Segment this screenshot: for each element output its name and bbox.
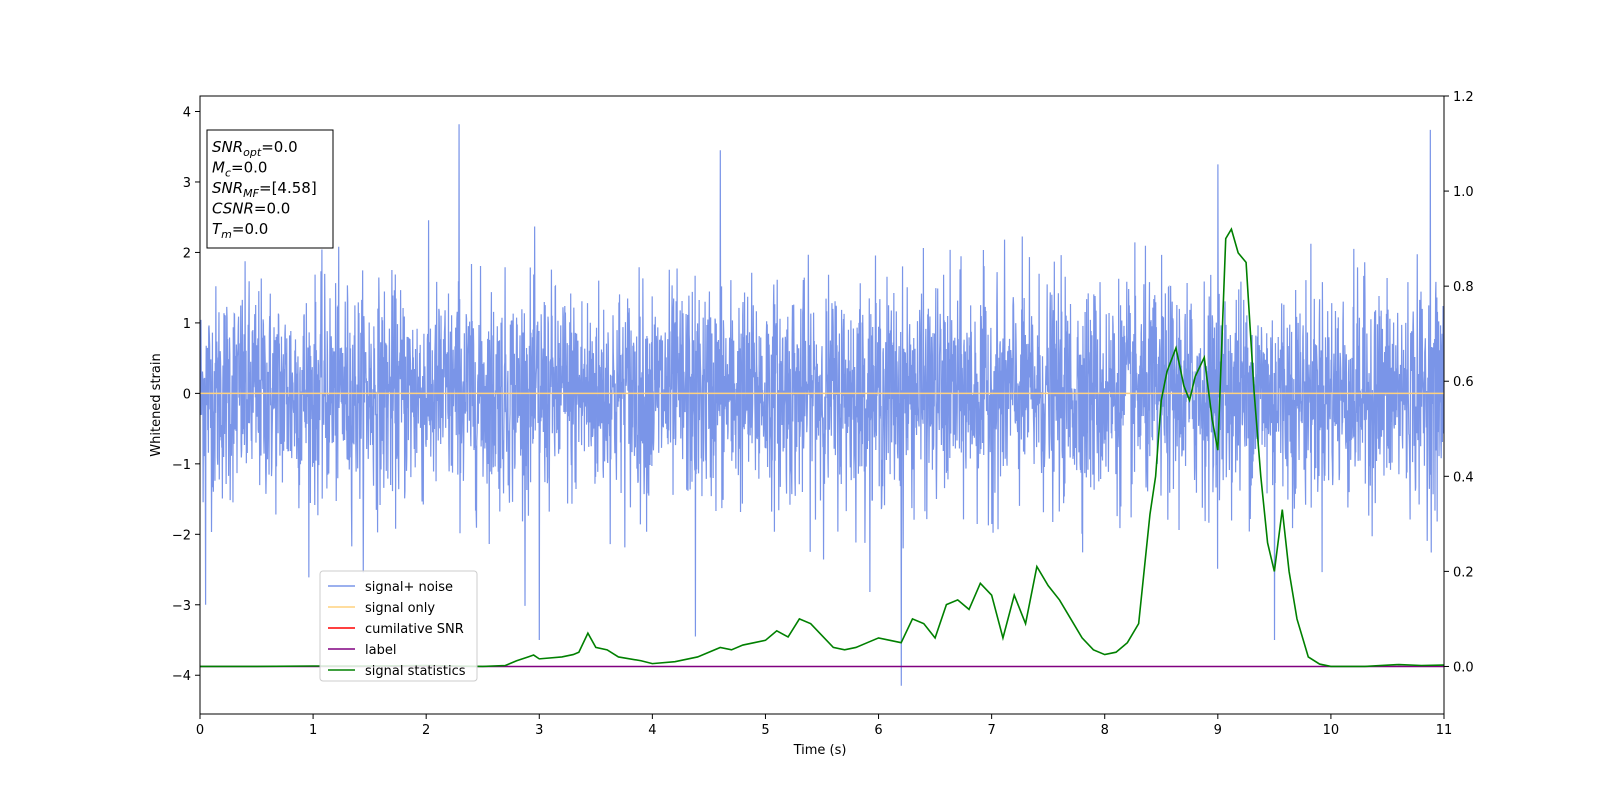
annotation-symbol: CSNR [212, 200, 254, 218]
series-signal-plus-noise [200, 124, 1444, 686]
y-left-tick-label: 1 [183, 317, 191, 332]
x-tick-label: 5 [761, 723, 769, 738]
legend-label: label [365, 643, 396, 658]
annotation-symbol: SNR [212, 138, 243, 156]
annotation-value: =0.0 [231, 159, 267, 177]
y-left-tick-label: −1 [172, 458, 191, 473]
legend-frame [319, 570, 478, 682]
annotation-box: SNRopt=0.0Mc=0.0SNRMF=[4.58]CSNR=0.0Tm=0… [206, 129, 334, 249]
annotation-subscript: m [221, 228, 232, 241]
x-tick-label: 3 [535, 723, 543, 738]
x-tick-label: 6 [874, 723, 882, 738]
y-axis-left: 4 3 2 1 0 −1 −2 −3 −4 [172, 106, 200, 684]
x-tick-label: 9 [1214, 723, 1222, 738]
x-tick-label: 0 [196, 723, 204, 738]
annotation-value: =0.0 [261, 138, 297, 156]
y-right-tick-label: 0.2 [1453, 565, 1474, 580]
annotation-line: SNRopt=0.0 [212, 138, 298, 159]
x-tick-label: 11 [1436, 723, 1453, 738]
legend: signal+ noise signal only cumilative SNR la… [319, 570, 478, 682]
y-axis-right: 1.2 1.0 0.8 0.6 0.4 0.2 0.0 [1444, 90, 1474, 675]
x-tick-label: 7 [987, 723, 995, 738]
annotation-value: =[4.58] [259, 179, 317, 197]
y-left-tick-label: 0 [183, 387, 191, 402]
y-left-tick-label: 4 [183, 106, 191, 121]
legend-label: signal only [365, 601, 435, 616]
y-right-tick-label: 0.6 [1453, 375, 1474, 390]
x-tick-label: 4 [648, 723, 656, 738]
annotation-line: CSNR=0.0 [212, 200, 290, 218]
x-tick-label: 8 [1101, 723, 1109, 738]
annotation-symbol: M [212, 159, 225, 177]
y-left-tick-label: −4 [172, 669, 191, 684]
annotation-line: Tm=0.0 [212, 220, 268, 241]
x-tick-label: 2 [422, 723, 430, 738]
annotation-symbol: SNR [212, 179, 243, 197]
axes-frame [199, 95, 1445, 715]
annotation-subscript: MF [243, 187, 259, 200]
x-tick-label: 1 [309, 723, 317, 738]
legend-label: signal+ noise [365, 580, 453, 595]
series-signal-statistics [200, 227, 1444, 668]
annotation-value: =0.0 [232, 220, 268, 238]
y-left-tick-label: −2 [172, 528, 191, 543]
annotation-subscript: c [225, 167, 231, 180]
legend-label: cumilative SNR [365, 622, 464, 637]
x-tick-label: 10 [1323, 723, 1340, 738]
x-axis: 0 1 2 3 4 5 6 7 8 9 10 11 [196, 714, 1452, 738]
annotation-symbol: T [212, 220, 223, 238]
y-right-tick-label: 0.0 [1453, 660, 1474, 675]
annotation-value: =0.0 [254, 200, 290, 218]
annotation-line: Mc=0.0 [212, 159, 267, 180]
x-axis-label: Time (s) [793, 743, 847, 758]
y-axis-label: Whitened strain [149, 353, 164, 456]
y-left-tick-label: 2 [183, 246, 191, 261]
y-right-tick-label: 0.8 [1453, 280, 1474, 295]
y-left-tick-label: −3 [172, 599, 191, 614]
annotation-line: SNRMF=[4.58] [212, 179, 317, 200]
annotation-subscript: opt [243, 146, 262, 159]
y-right-tick-label: 0.4 [1453, 470, 1474, 485]
y-left-tick-label: 3 [183, 176, 191, 191]
annotation-frame [206, 129, 334, 249]
legend-label: signal statistics [365, 664, 466, 679]
y-right-tick-label: 1.2 [1453, 90, 1474, 105]
y-right-tick-label: 1.0 [1453, 185, 1474, 200]
